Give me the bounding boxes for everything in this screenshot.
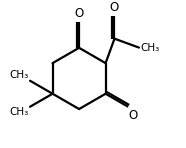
Text: O: O [110,1,119,14]
Text: O: O [129,109,138,122]
Text: CH₃: CH₃ [10,70,29,80]
Text: O: O [74,7,84,20]
Text: CH₃: CH₃ [10,107,29,118]
Text: CH₃: CH₃ [140,43,159,53]
